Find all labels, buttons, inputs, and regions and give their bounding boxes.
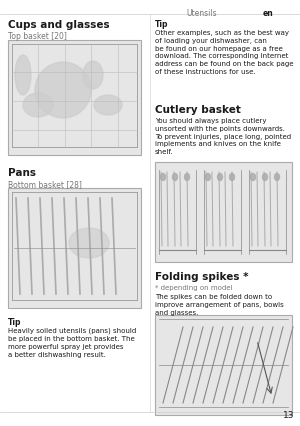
Ellipse shape — [160, 173, 166, 181]
Bar — [155, 315, 292, 415]
Text: Cups and glasses: Cups and glasses — [8, 20, 109, 30]
Text: Top basket [20]: Top basket [20] — [8, 32, 67, 41]
Text: en: en — [262, 9, 273, 18]
Text: Folding spikes *: Folding spikes * — [155, 272, 248, 282]
Bar — [155, 162, 292, 262]
Bar — [8, 40, 141, 155]
Ellipse shape — [274, 173, 280, 181]
Text: Tip: Tip — [155, 20, 169, 29]
Ellipse shape — [23, 93, 53, 117]
Text: Utensils: Utensils — [186, 9, 217, 18]
Text: * depending on model: * depending on model — [155, 285, 232, 291]
Text: Other examples, such as the best way
of loading your dishwasher, can
be found on: Other examples, such as the best way of … — [155, 30, 293, 75]
Ellipse shape — [172, 173, 178, 181]
Ellipse shape — [230, 173, 235, 181]
Bar — [8, 188, 141, 308]
Text: Bottom basket [28]: Bottom basket [28] — [8, 180, 82, 189]
Ellipse shape — [94, 95, 122, 115]
Text: Cutlery basket: Cutlery basket — [155, 105, 241, 115]
Text: 13: 13 — [283, 411, 294, 420]
Text: The spikes can be folded down to
improve arrangement of pans, bowls
and glasses.: The spikes can be folded down to improve… — [155, 294, 284, 316]
Text: Tip: Tip — [8, 318, 22, 327]
Ellipse shape — [15, 55, 31, 95]
Text: You should always place cutlery
unsorted with the points downwards.
To prevent i: You should always place cutlery unsorted… — [155, 118, 291, 155]
Ellipse shape — [83, 61, 103, 89]
Ellipse shape — [35, 62, 91, 118]
Ellipse shape — [218, 173, 223, 181]
Ellipse shape — [184, 173, 190, 181]
Ellipse shape — [262, 173, 268, 181]
Text: Heavily soiled utensils (pans) should
be placed in the bottom basket. The
more p: Heavily soiled utensils (pans) should be… — [8, 328, 136, 358]
Ellipse shape — [206, 173, 211, 181]
Ellipse shape — [250, 173, 256, 181]
Ellipse shape — [69, 228, 109, 258]
Text: Pans: Pans — [8, 168, 36, 178]
